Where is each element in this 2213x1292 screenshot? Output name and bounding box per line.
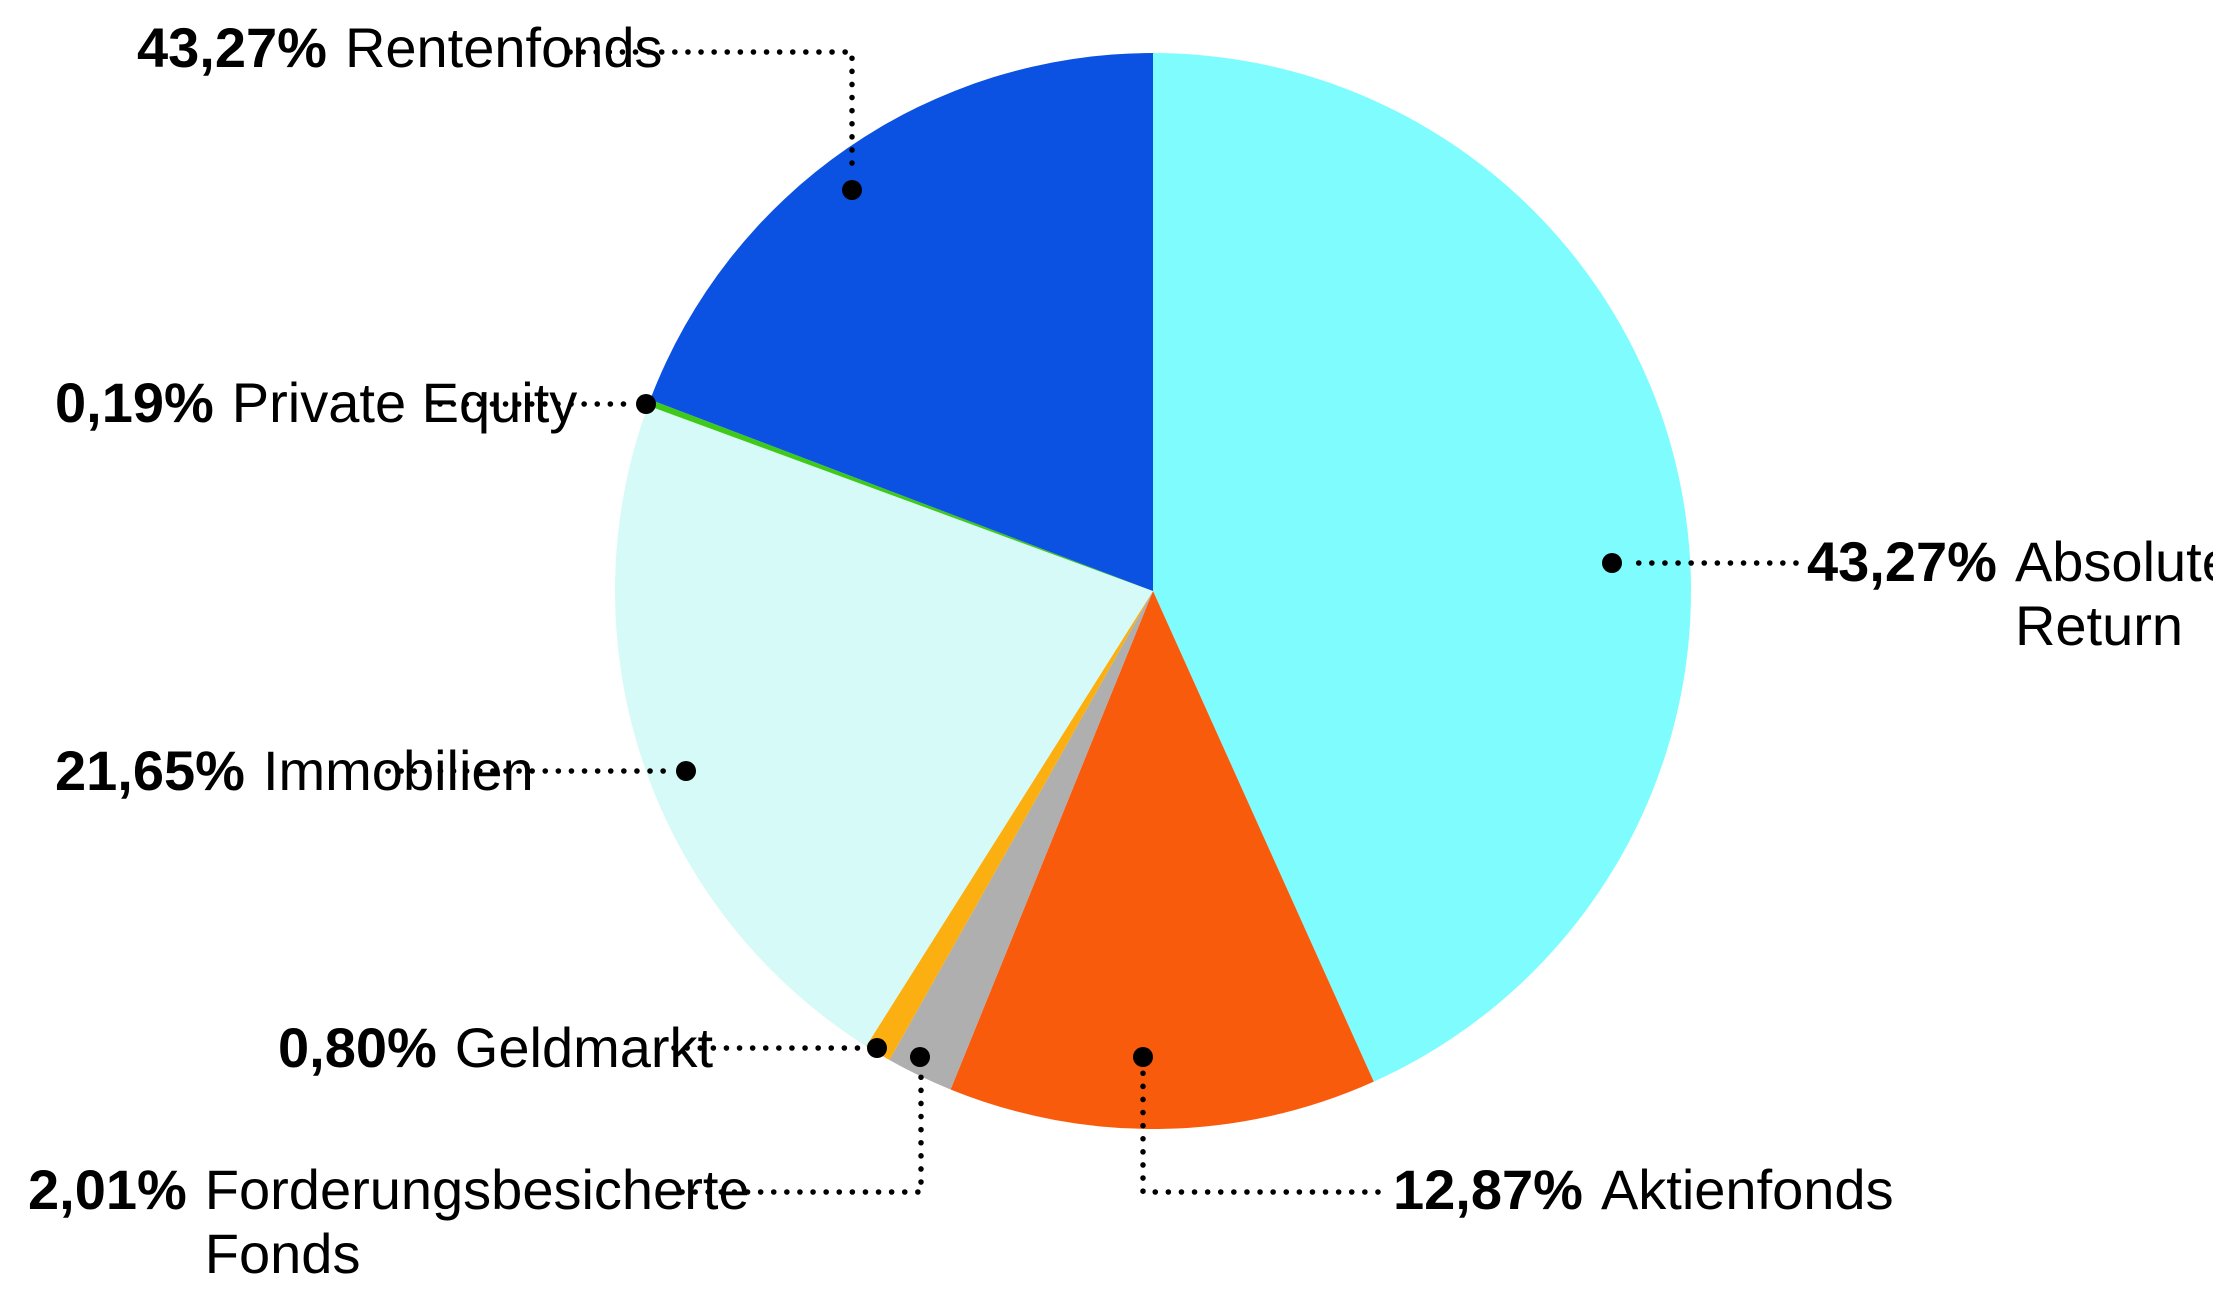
pie-slice-forderungsbesicherte-fonds	[889, 591, 1153, 1090]
label-aktienfonds-value: 12,87%	[1393, 1158, 1583, 1221]
anchor-dot-immobilien	[676, 761, 696, 781]
label-rentenfonds: 43,27% Rentenfonds	[137, 16, 663, 80]
label-forderungsbesicherte-fonds: 2,01% Forderungsbesicherte Fonds	[28, 1158, 765, 1286]
label-immobilien: 21,65% Immobilien	[55, 739, 534, 803]
label-geldmarkt-value: 0,80%	[278, 1016, 437, 1079]
label-immobilien-name: Immobilien	[262, 739, 534, 802]
label-private-equity-value: 0,19%	[55, 371, 214, 434]
anchor-dot-private-equity	[636, 394, 656, 414]
anchor-dot-rentenfonds	[842, 180, 862, 200]
label-immobilien-value: 21,65%	[55, 739, 245, 802]
anchor-dot-aktienfonds	[1133, 1047, 1153, 1067]
pie-slice-aktienfonds	[950, 591, 1374, 1129]
leader-forderungsbesicherte-fonds	[679, 1069, 924, 1195]
anchor-dot-absolute-return	[1602, 553, 1622, 573]
pie	[615, 53, 1691, 1129]
label-private-equity: 0,19% Private Equity	[55, 371, 577, 435]
label-forderungsbesicherte-fonds-value: 2,01%	[28, 1158, 187, 1221]
label-aktienfonds-name: Aktienfonds	[1600, 1158, 1894, 1221]
label-absolute-return: 43,27% Absolute Return	[1807, 530, 2213, 658]
label-geldmarkt: 0,80% Geldmarkt	[278, 1016, 713, 1080]
anchor-dots	[636, 180, 1622, 1067]
label-geldmarkt-name: Geldmarkt	[454, 1016, 714, 1079]
leader-aktienfonds	[1140, 1069, 1381, 1195]
label-private-equity-name: Private Equity	[231, 371, 578, 434]
pie-slice-geldmarkt	[866, 591, 1153, 1060]
pie-slice-private-equity	[647, 399, 1153, 591]
pie-slice-rentenfonds	[650, 53, 1153, 591]
label-rentenfonds-name: Rentenfonds	[344, 16, 663, 79]
label-rentenfonds-value: 43,27%	[137, 16, 327, 79]
label-forderungsbesicherte-fonds-name: Forderungsbesicherte Fonds	[204, 1158, 750, 1285]
leader-lines	[385, 49, 1799, 1195]
pie-slice-immobilien	[615, 405, 1153, 1047]
label-absolute-return-name: Absolute Return	[2014, 530, 2213, 657]
leader-rentenfonds	[567, 49, 855, 179]
anchor-dot-geldmarkt	[867, 1038, 887, 1058]
anchor-dot-forderungsbesicherte-fonds	[910, 1047, 930, 1067]
pie-slice-absolute-return	[1153, 53, 1691, 1082]
label-aktienfonds: 12,87% Aktienfonds	[1393, 1158, 1894, 1222]
label-absolute-return-value: 43,27%	[1807, 530, 1997, 593]
